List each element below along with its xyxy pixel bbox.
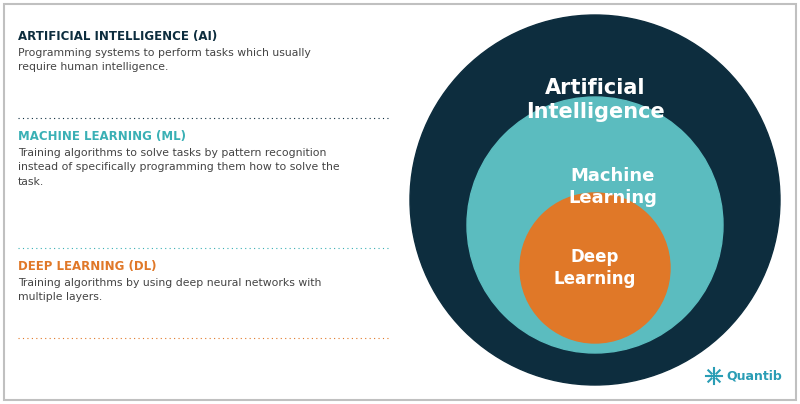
Text: Machine
Learning: Machine Learning <box>569 167 658 207</box>
Text: Quantib: Quantib <box>726 370 782 383</box>
Text: Programming systems to perform tasks which usually
require human intelligence.: Programming systems to perform tasks whi… <box>18 48 310 72</box>
Ellipse shape <box>467 97 723 353</box>
Ellipse shape <box>520 193 670 343</box>
Text: Training algorithms to solve tasks by pattern recognition
instead of specificall: Training algorithms to solve tasks by pa… <box>18 148 340 187</box>
Text: DEEP LEARNING (DL): DEEP LEARNING (DL) <box>18 260 157 273</box>
Text: ARTIFICIAL INTELLIGENCE (AI): ARTIFICIAL INTELLIGENCE (AI) <box>18 30 218 43</box>
Ellipse shape <box>410 15 780 385</box>
Text: MACHINE LEARNING (ML): MACHINE LEARNING (ML) <box>18 130 186 143</box>
Text: Training algorithms by using deep neural networks with
multiple layers.: Training algorithms by using deep neural… <box>18 278 322 303</box>
Text: Artificial
Intelligence: Artificial Intelligence <box>526 78 664 122</box>
Text: Deep
Learning: Deep Learning <box>554 248 636 288</box>
